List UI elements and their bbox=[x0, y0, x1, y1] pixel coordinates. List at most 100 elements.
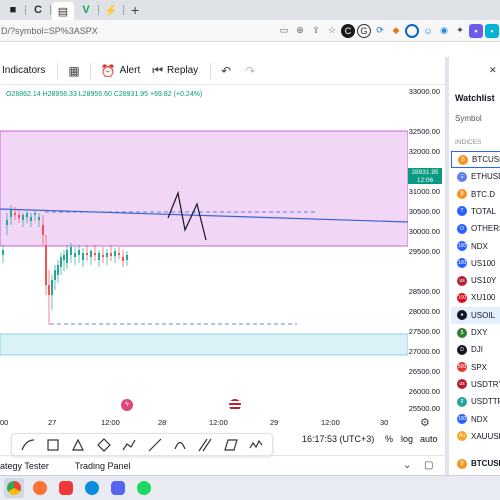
taskbar-edge-icon[interactable] bbox=[82, 478, 102, 498]
c-logo-icon: C bbox=[34, 4, 42, 16]
clock-readout[interactable]: 16:17:53 (UTC+3) bbox=[302, 434, 375, 444]
path-tool-icon[interactable] bbox=[121, 437, 137, 453]
browser-tab-5[interactable]: ⚡ bbox=[100, 2, 122, 18]
watchlist-footer-symbol[interactable]: ₿ BTCUSD bbox=[451, 455, 500, 472]
watchlist-item-usoil[interactable]: ● USOIL bbox=[451, 306, 500, 324]
watchlist-item-us10y[interactable]: us US10Y bbox=[451, 272, 500, 289]
watchlist-item-usdttry[interactable]: ₮ USDTTRY bbox=[451, 393, 500, 410]
taskbar-chrome-icon[interactable] bbox=[4, 478, 24, 498]
extension-puzzle-icon[interactable]: ✦ bbox=[456, 25, 464, 35]
tab-divider bbox=[25, 5, 26, 15]
watchlist-item-ndx[interactable]: 100 NDX bbox=[451, 411, 500, 428]
candle-body bbox=[60, 257, 62, 267]
extension-sync-icon[interactable]: ⟳ bbox=[376, 25, 384, 35]
watchlist-title[interactable]: Watchlist bbox=[455, 93, 495, 103]
arc-tool-icon[interactable] bbox=[172, 437, 188, 453]
auto-scale-button[interactable]: auto bbox=[420, 434, 438, 444]
watchlist-symbol-name: BTCUSDT bbox=[472, 155, 500, 164]
taskbar-vivaldi-icon[interactable] bbox=[56, 478, 76, 498]
tab-strategy-tester[interactable]: ategy Tester bbox=[0, 460, 49, 471]
taskbar-firefox-icon[interactable] bbox=[30, 478, 50, 498]
watchlist-item-dxy[interactable]: $ DXY bbox=[451, 324, 500, 341]
watchlist-item-others-d[interactable]: O OTHERS.D bbox=[451, 220, 500, 237]
tab-divider bbox=[50, 5, 51, 15]
price-chart[interactable] bbox=[0, 85, 408, 412]
watchlist-item-usdtry[interactable]: us USDTRY bbox=[451, 376, 500, 393]
layout-grid-icon[interactable]: ▦ bbox=[68, 63, 80, 78]
watchlist-item-dji[interactable]: D DJI bbox=[451, 341, 500, 358]
redo-icon[interactable]: ↷ bbox=[245, 63, 256, 78]
watchlist-symbol-name: USOIL bbox=[471, 310, 496, 320]
undo-icon[interactable]: ↶ bbox=[221, 63, 232, 78]
x-tick: 12:00 bbox=[101, 418, 120, 427]
candle-body bbox=[90, 251, 92, 257]
watchlist-item-xauusd[interactable]: Au XAUUSD bbox=[451, 428, 500, 445]
watchlist-item-ndx[interactable]: 100 NDX bbox=[451, 238, 500, 255]
watchlist-symbol-name: USDTRY bbox=[471, 379, 500, 389]
collapse-panel-icon[interactable]: ⌄ bbox=[403, 460, 412, 471]
taskbar-spotify-icon[interactable] bbox=[134, 478, 154, 498]
alert-label: Alert bbox=[119, 65, 141, 76]
extension-g-icon[interactable]: G bbox=[357, 23, 371, 38]
event-marker-icon[interactable]: ϟ bbox=[121, 399, 133, 411]
url-field[interactable]: D/?symbol=SP%3ASPX bbox=[1, 25, 98, 36]
price-tick: 28500.00 bbox=[408, 287, 440, 296]
share-icon[interactable]: ⇪ bbox=[312, 25, 320, 35]
time-axis[interactable]: 00 27 12:00 28 12:00 29 12:00 30 ⚙ bbox=[0, 414, 445, 430]
extension-tag-icon[interactable]: ▪ bbox=[485, 23, 499, 38]
settings-gear-icon[interactable]: ⚙ bbox=[420, 417, 430, 429]
rectangle-tool-icon[interactable] bbox=[45, 437, 61, 453]
watchlist-item-total[interactable]: T TOTAL bbox=[451, 203, 500, 220]
watchlist-item-xu100[interactable]: 100 XU100 bbox=[451, 289, 500, 306]
channel-tool-icon[interactable] bbox=[197, 437, 213, 453]
extension-globe-icon[interactable]: ◉ bbox=[440, 25, 448, 35]
taskbar-discord-icon[interactable] bbox=[108, 478, 128, 498]
extension-person-icon[interactable]: ☺ bbox=[423, 25, 433, 36]
parallelogram-tool-icon[interactable] bbox=[223, 437, 239, 453]
polygon-tool-icon[interactable] bbox=[96, 437, 112, 453]
close-panel-icon[interactable]: ✕ bbox=[489, 65, 497, 75]
triangle-tool-icon[interactable] bbox=[70, 437, 86, 453]
browser-tab-1[interactable]: ■ bbox=[2, 2, 24, 18]
tab-trading-panel[interactable]: Trading Panel bbox=[74, 460, 131, 471]
alert-button[interactable]: ⏰ Alert bbox=[101, 64, 141, 78]
extension-c-icon[interactable]: C bbox=[341, 23, 355, 38]
watchlist-item-ethusdt[interactable]: Ξ ETHUSDT bbox=[451, 168, 500, 185]
candle-body bbox=[26, 213, 28, 217]
brush-tool-icon[interactable] bbox=[20, 437, 36, 453]
browser-tab-3-active[interactable]: ▤ bbox=[52, 2, 74, 20]
extension-badge-icon[interactable]: ▪ bbox=[469, 23, 483, 38]
trendline-tool-icon[interactable] bbox=[147, 437, 163, 453]
x-tick: 30 bbox=[380, 418, 389, 427]
percent-scale-button[interactable]: % bbox=[385, 434, 394, 444]
bottom-panel-tabs: ategy Tester Trading Panel ⌄ ▢ bbox=[0, 455, 445, 475]
us-flag-event-icon[interactable] bbox=[229, 399, 241, 411]
extension-ring-icon[interactable] bbox=[405, 23, 419, 38]
candle-body bbox=[82, 253, 84, 260]
new-tab-button[interactable]: + bbox=[131, 2, 140, 18]
price-axis[interactable]: 33000.0032500.0032000.0031500.0031000.00… bbox=[408, 85, 445, 413]
watchlist-item-us100[interactable]: 100 US100 bbox=[451, 255, 500, 272]
tab-divider bbox=[123, 5, 124, 15]
indicators-button[interactable]: Indicators bbox=[2, 65, 45, 76]
toolbar-divider bbox=[210, 62, 212, 79]
section-header-indices[interactable]: INDICES bbox=[455, 139, 482, 146]
watchlist-item-btcusdt[interactable]: ₿ BTCUSDT bbox=[451, 151, 500, 168]
symbol-logo-icon: D bbox=[457, 344, 467, 355]
log-scale-button[interactable]: log bbox=[401, 434, 414, 444]
symbol-column-header[interactable]: Symbol bbox=[455, 114, 482, 123]
browser-tab-2[interactable]: C bbox=[27, 2, 49, 18]
maximize-panel-icon[interactable]: ▢ bbox=[424, 460, 434, 471]
symbol-logo-icon: 500 bbox=[457, 362, 467, 373]
metamask-icon[interactable]: ◆ bbox=[392, 25, 400, 35]
watchlist-item-btc-d[interactable]: ₿ BTC.D bbox=[451, 186, 500, 203]
candle-body bbox=[14, 213, 16, 215]
bookmark-star-icon[interactable]: ☆ bbox=[327, 25, 337, 35]
zigzag-tool-icon[interactable] bbox=[248, 437, 264, 453]
price-tick: 26500.00 bbox=[408, 367, 440, 376]
replay-button[interactable]: ⏮ Replay bbox=[152, 63, 198, 78]
zoom-icon[interactable]: ⊕ bbox=[296, 25, 304, 35]
browser-tab-4[interactable]: V bbox=[75, 2, 97, 18]
cast-icon[interactable]: ▭ bbox=[279, 25, 289, 35]
watchlist-item-spx[interactable]: 500 SPX bbox=[451, 359, 500, 376]
